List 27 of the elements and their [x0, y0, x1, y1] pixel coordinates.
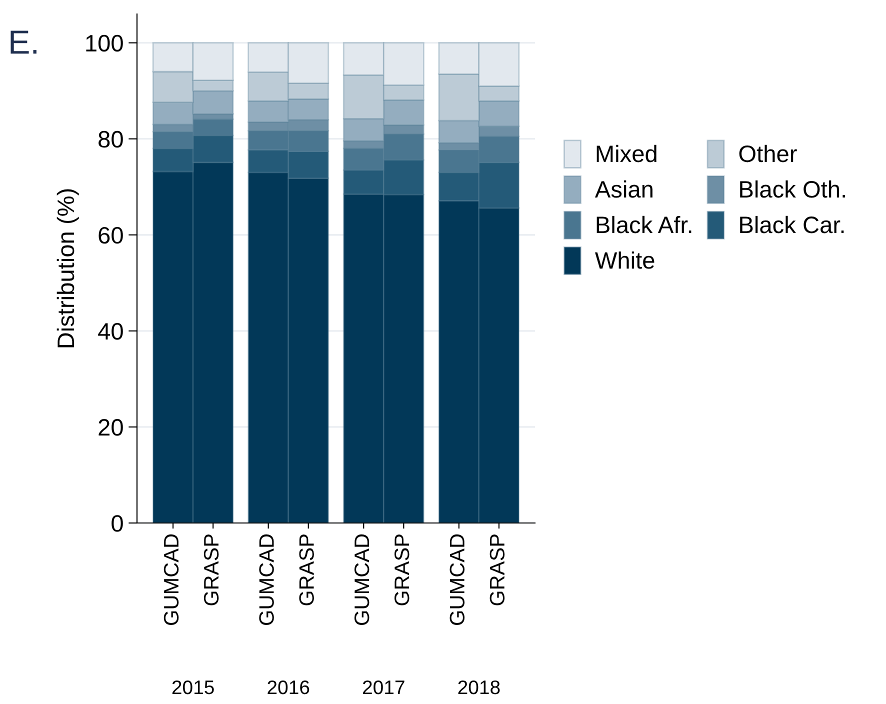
- legend-label: Black Oth.: [740, 180, 845, 198]
- y-tick-label: 20: [98, 419, 123, 436]
- text: 2017: [363, 680, 404, 694]
- legend-label: White: [595, 251, 654, 269]
- y-axis-title: Distribution (%): [56, 189, 79, 348]
- x-tick-label: GUMCAD: [164, 534, 179, 625]
- x-tick-label: GRASP: [299, 534, 314, 606]
- y-tick-label: 0: [112, 515, 123, 532]
- text: 2018: [458, 680, 500, 694]
- y-tick-label: 60: [98, 226, 123, 244]
- x-tick-label: GUMCAD: [354, 534, 370, 625]
- legend-label: Black Car.: [740, 216, 844, 234]
- legend-label: Black Afr.: [596, 216, 692, 234]
- text: 2015: [172, 680, 214, 694]
- legend-label: Mixed: [596, 144, 656, 162]
- text: 2016: [268, 680, 310, 694]
- x-tick-label: GRASP: [204, 534, 219, 606]
- y-tick-label: 100: [86, 34, 123, 52]
- x-tick-label: GUMCAD: [259, 534, 274, 625]
- legend-label: Other: [739, 144, 797, 162]
- x-tick-label: GRASP: [490, 534, 505, 606]
- y-tick-label: 80: [98, 130, 123, 148]
- x-tick-label: GRASP: [394, 534, 410, 606]
- legend-label: Asian: [594, 180, 652, 198]
- chart-title: E.: [10, 30, 36, 54]
- y-tick-label: 40: [98, 322, 123, 340]
- x-tick-label: GUMCAD: [450, 534, 465, 625]
